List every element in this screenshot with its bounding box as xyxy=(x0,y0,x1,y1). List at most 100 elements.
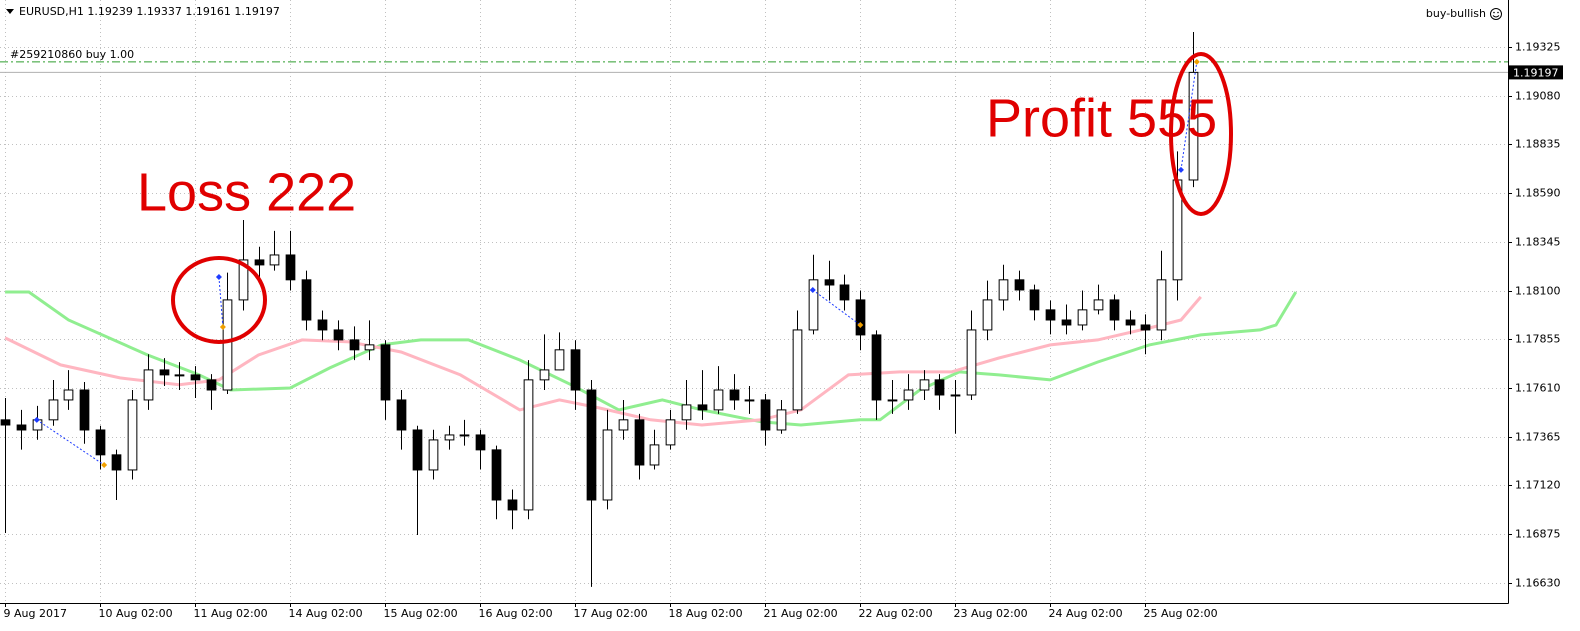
candle-body xyxy=(1045,309,1056,321)
candle-body xyxy=(254,259,265,266)
candle-body xyxy=(1077,309,1088,326)
candle-body xyxy=(713,389,724,411)
menu-triangle xyxy=(6,9,14,14)
candle-body xyxy=(982,299,993,331)
candle-body xyxy=(349,339,360,351)
x-tick-label: 17 Aug 02:00 xyxy=(574,607,648,620)
candle-body xyxy=(95,429,106,456)
x-tick-label: 16 Aug 02:00 xyxy=(479,607,553,620)
candle-body xyxy=(1029,289,1040,311)
y-tick-label: 1.18835 xyxy=(1515,138,1561,151)
last-price-label: 1.19197 xyxy=(1513,66,1559,79)
x-tick-label: 10 Aug 02:00 xyxy=(99,607,173,620)
candle-body xyxy=(190,374,201,381)
candle-body xyxy=(444,434,455,441)
loss-annotation: Loss 222 xyxy=(137,162,356,222)
profit-circle xyxy=(1169,52,1233,216)
trade-close-marker xyxy=(101,461,108,468)
trade-line xyxy=(36,419,105,466)
candle-body xyxy=(301,279,312,321)
profit-annotation: Profit 555 xyxy=(986,88,1217,148)
candle-body xyxy=(618,419,629,431)
x-tick-label: 18 Aug 02:00 xyxy=(669,607,743,620)
candle-body xyxy=(491,449,502,501)
trade-close-marker xyxy=(857,321,864,328)
candle-body xyxy=(127,399,138,471)
trade-open-marker xyxy=(215,274,222,281)
candle-body xyxy=(48,399,59,421)
candle-body xyxy=(317,319,328,331)
last-price-box xyxy=(1509,65,1563,80)
candle-body xyxy=(206,379,217,391)
y-tick-label: 1.17120 xyxy=(1515,479,1561,492)
order-label: #259210860 buy 1.00 xyxy=(10,48,134,61)
smiley-icon xyxy=(1490,8,1502,20)
trade-close-marker xyxy=(219,323,226,330)
candle-body xyxy=(808,279,819,331)
grid xyxy=(0,0,1508,603)
candle-body xyxy=(934,379,945,396)
plot xyxy=(0,32,1508,587)
candle-body xyxy=(1140,324,1151,331)
candle-body xyxy=(649,444,660,466)
candle-body xyxy=(16,424,27,431)
x-tick-label: 15 Aug 02:00 xyxy=(384,607,458,620)
candle-body xyxy=(63,389,74,401)
candle-body xyxy=(760,399,771,431)
trade-open-marker xyxy=(33,416,40,423)
candle-body xyxy=(1061,319,1072,326)
candle-body xyxy=(950,394,961,397)
candle-body xyxy=(1188,71,1199,181)
trade-line xyxy=(218,276,224,327)
candle-body xyxy=(871,334,882,401)
candle-body xyxy=(143,369,154,401)
y-tick-label: 1.19325 xyxy=(1515,41,1561,54)
candle-body xyxy=(1014,279,1025,291)
candle-body xyxy=(681,404,692,421)
x-tick-label: 22 Aug 02:00 xyxy=(859,607,933,620)
candle-body xyxy=(174,374,185,377)
candle-body xyxy=(839,284,850,301)
candle-body xyxy=(396,399,407,431)
x-tick-label: 23 Aug 02:00 xyxy=(954,607,1028,620)
candle-body xyxy=(792,329,803,411)
y-tick-label: 1.18590 xyxy=(1515,187,1561,200)
y-tick-label: 1.19080 xyxy=(1515,90,1561,103)
candle-body xyxy=(238,259,249,301)
y-tick-label: 1.18100 xyxy=(1515,285,1561,298)
candle-body xyxy=(364,344,375,351)
candle-body xyxy=(111,454,122,471)
candle-body xyxy=(602,429,613,501)
candle-body xyxy=(776,409,787,431)
expert-label: buy-bullish xyxy=(1426,7,1486,20)
x-tick-label: 24 Aug 02:00 xyxy=(1049,607,1123,620)
candle-body xyxy=(159,369,170,376)
y-tick-label: 1.16630 xyxy=(1515,577,1561,590)
x-tick-label: 21 Aug 02:00 xyxy=(764,607,838,620)
candle-body xyxy=(0,419,11,426)
chart-title: EURUSD,H1 1.19239 1.19337 1.19161 1.1919… xyxy=(19,5,280,18)
candle-body xyxy=(998,279,1009,301)
x-tick-label: 25 Aug 02:00 xyxy=(1144,607,1218,620)
candle-body xyxy=(744,399,755,402)
candle-body xyxy=(855,299,866,336)
candle-body xyxy=(380,344,391,401)
candle-body xyxy=(919,379,930,391)
candle-body xyxy=(887,399,898,402)
y-tick-label: 1.17365 xyxy=(1515,431,1561,444)
candle-body xyxy=(269,254,280,266)
candle-body xyxy=(523,379,534,511)
candle-body xyxy=(428,439,439,471)
y-tick-label: 1.17855 xyxy=(1515,333,1561,346)
candle-body xyxy=(507,499,518,511)
candle-body xyxy=(475,434,486,451)
y-tick-label: 1.16875 xyxy=(1515,528,1561,541)
candle-body xyxy=(412,429,423,471)
y-tick-label: 1.18345 xyxy=(1515,236,1561,249)
candle-body xyxy=(729,389,740,401)
candle-body xyxy=(697,404,708,411)
candle-body xyxy=(665,419,676,446)
